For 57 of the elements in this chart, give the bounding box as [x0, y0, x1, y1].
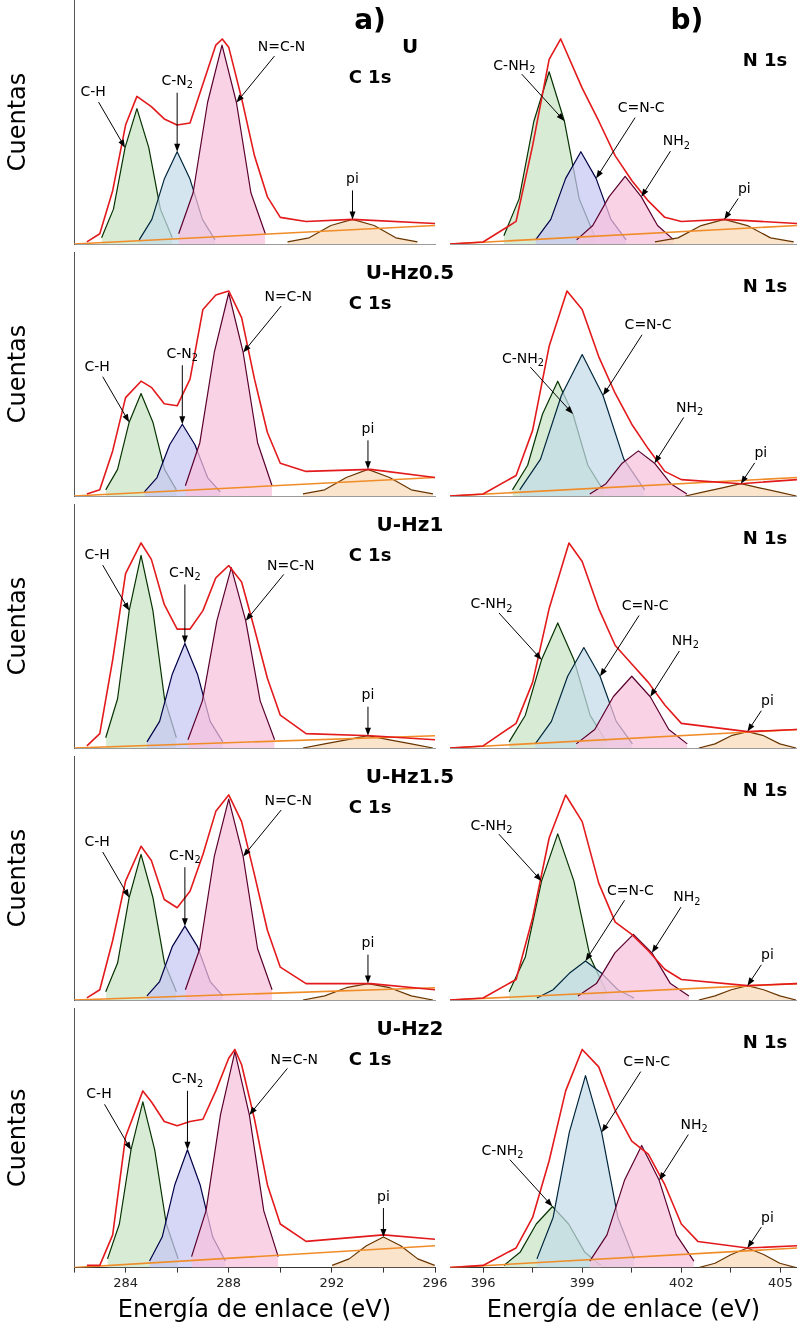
annotation: pi — [761, 1208, 774, 1225]
annotation: pi — [737, 180, 751, 197]
x-axis-title: Energía de enlace (eV) — [486, 1294, 761, 1323]
x-tick-label: 292 — [319, 1274, 345, 1290]
annotation: pi — [346, 170, 359, 187]
x-tick-label: 396 — [470, 1274, 496, 1290]
annotation: C-H — [84, 546, 110, 563]
annotation: C 1s — [348, 1047, 392, 1069]
chart-subtitle: U-Hz2 — [376, 1016, 444, 1041]
y-axis-title: Cuentas — [2, 1088, 31, 1188]
annotation: pi — [361, 686, 375, 703]
chart-subtitle: U-Hz1 — [376, 512, 444, 537]
annotation: N=C-N — [257, 38, 306, 55]
annotation: N 1s — [742, 526, 788, 548]
x-tick-label: 399 — [569, 1274, 595, 1290]
annotation: pi — [754, 444, 768, 461]
x-tick-label: 405 — [768, 1274, 793, 1290]
x-tick-label: 284 — [113, 1274, 138, 1290]
annotation: pi — [761, 692, 774, 709]
chart-subtitle: U-Hz0.5 — [365, 260, 455, 285]
chart-subtitle: U-Hz1.5 — [365, 764, 455, 789]
annotation: pi — [377, 1187, 390, 1204]
annotation: N=C-N — [270, 1050, 319, 1067]
annotation: pi — [761, 946, 774, 963]
annotation: C=N-C — [624, 316, 672, 333]
annotation: N=C-N — [264, 288, 312, 305]
x-tick-label: 288 — [216, 1274, 242, 1290]
chart-subtitle: U — [401, 34, 419, 59]
annotation: N=C-N — [264, 792, 312, 809]
y-axis-title: Cuentas — [2, 576, 31, 676]
y-axis-title: Cuentas — [2, 324, 31, 424]
chart-title: a) — [354, 3, 386, 37]
annotation: C 1s — [348, 543, 392, 565]
annotation: C-H — [80, 83, 106, 100]
annotation: N 1s — [742, 274, 788, 296]
annotation: C-H — [86, 1085, 112, 1102]
annotation: C 1s — [348, 291, 392, 313]
annotation: pi — [361, 934, 375, 951]
annotation: C 1s — [348, 65, 392, 87]
annotation: C=N-C — [617, 99, 665, 116]
annotation: C-H — [84, 833, 110, 850]
chart-title: b) — [670, 3, 704, 37]
annotation: pi — [361, 419, 375, 436]
annotation: C-H — [84, 357, 110, 374]
y-axis-title: Cuentas — [2, 72, 31, 172]
x-tick-label: 296 — [422, 1274, 448, 1290]
x-tick-label: 402 — [668, 1274, 694, 1290]
annotation: N 1s — [742, 48, 788, 70]
y-axis-title: Cuentas — [2, 828, 31, 928]
annotation: C=N-C — [621, 596, 669, 613]
annotation: C 1s — [348, 795, 392, 817]
annotation: N=C-N — [266, 556, 315, 573]
annotation: C=N-C — [623, 1052, 671, 1069]
x-axis-title: Energía de enlace (eV) — [117, 1294, 392, 1323]
annotation: N 1s — [742, 778, 788, 800]
annotation: N 1s — [742, 1030, 788, 1052]
annotation: C=N-C — [607, 881, 655, 898]
